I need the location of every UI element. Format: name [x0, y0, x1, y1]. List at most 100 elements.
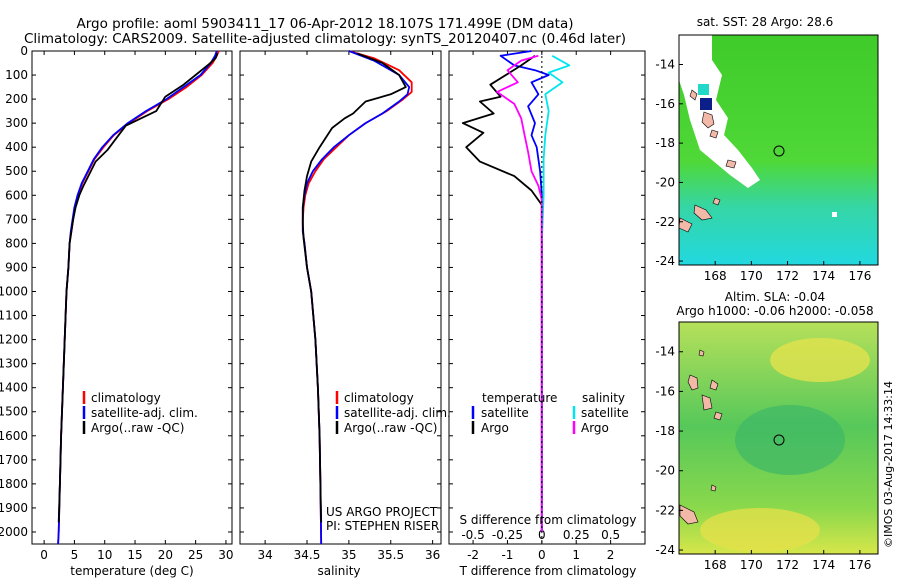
temperature-x-ticks: 0 5 10 15 20 25 30 — [40, 51, 234, 562]
series-line-temperature-satellite — [499, 50, 550, 532]
salinity-profile-lines — [301, 50, 413, 545]
lat-tick-label: -20 — [655, 175, 675, 189]
lon-tick-label: 174 — [812, 558, 835, 572]
depth-tick-label: 200 — [5, 92, 28, 106]
depth-tick-label: 500 — [5, 164, 28, 178]
depth-tick-label: 600 — [5, 188, 28, 202]
lat-tick-label: -14 — [655, 345, 675, 359]
salinity-x-label: salinity — [317, 564, 360, 578]
temperature-profile-lines — [57, 50, 220, 545]
series-line-salinity-satellite — [540, 55, 571, 532]
sla-low-anomaly — [735, 405, 845, 475]
legend-label-argo: Argo(..raw -QC) — [344, 421, 437, 435]
s-tick-label: -0.25 — [492, 528, 523, 542]
depth-tick-label: 1800 — [0, 477, 28, 491]
sla-map-title-2: Argo h1000: -0.06 h2000: -0.058 — [676, 304, 873, 318]
sla-map-frame — [678, 321, 879, 555]
pi-annotation: PI: STEPHEN RISER — [326, 519, 439, 533]
legend-label-climatology: climatology — [344, 391, 414, 405]
sla-island-outlines — [679, 349, 723, 525]
sst-latitude-ticks: -14 -16 -18 -20 -22 -24 — [655, 57, 683, 268]
t-difference-label: T difference from climatology — [459, 564, 637, 578]
sst-no-data-cell — [832, 212, 837, 217]
lon-tick-label: 168 — [704, 269, 727, 283]
header-line-1: Argo profile: aoml 5903411_17 06-Apr-201… — [76, 16, 573, 32]
s-tick-label: 0.25 — [563, 528, 590, 542]
depth-tick-label: 1100 — [0, 309, 28, 323]
legend-label-climatology: climatology — [91, 391, 161, 405]
legend-label-s-argo: Argo — [581, 421, 609, 435]
x-tick-label: -1 — [501, 548, 513, 562]
lat-tick-label: -22 — [655, 503, 675, 517]
depth-tick-label: 1700 — [0, 453, 28, 467]
legend-label-satellite: satellite-adj. clim. — [344, 406, 451, 420]
depth-tick-label: 1300 — [0, 357, 28, 371]
salinity-difference-ticks: -0.5 -0.25 0 0.25 0.5 — [461, 528, 620, 542]
sst-longitude-ticks: 168 170 172 174 176 — [704, 261, 871, 283]
sst-argo-position-marker — [773, 145, 785, 157]
temperature-panel: 0100200300400500600700800900100011001200… — [0, 44, 645, 578]
depth-tick-label: 1200 — [0, 333, 28, 347]
series-line-argo-raw-qc- — [301, 52, 407, 523]
depth-tick-label: 900 — [5, 260, 28, 274]
copyright-note: ©IMOS 03-Aug-2017 14:33:14 — [882, 381, 895, 548]
temperature-legend: climatology satellite-adj. clim. Argo(..… — [82, 391, 198, 435]
lon-tick-label: 176 — [848, 558, 871, 572]
legend-label-s-satellite: satellite — [581, 406, 629, 420]
series-line-satellite-adj-clim- — [301, 50, 411, 545]
lon-tick-label: 168 — [704, 558, 727, 572]
lat-tick-label: -14 — [655, 57, 675, 71]
depth-tick-labels: 0 100 200 300 400 500 600 700 800 900 1000 1100 1200… — [0, 44, 645, 539]
temperature-x-label: temperature (deg C) — [70, 564, 193, 578]
legend-label-t-satellite: satellite — [481, 406, 529, 420]
sst-no-data-mask — [679, 35, 760, 188]
legend-title-salinity: salinity — [582, 391, 625, 405]
s-difference-label: S difference from climatology — [460, 513, 637, 527]
temperature-difference-x-ticks: -2 -1 0 1 2 — [467, 51, 614, 562]
sla-map: Altim. SLA: -0.04 Argo h1000: -0.06 h200… — [655, 290, 879, 572]
lat-tick-label: -16 — [655, 384, 675, 398]
legend-label-argo: Argo(..raw -QC) — [91, 421, 184, 435]
sst-cyan-cell — [698, 84, 709, 95]
lat-tick-label: -22 — [655, 215, 675, 229]
x-tick-label: 1 — [572, 548, 580, 562]
legend-title-temperature: temperature — [482, 391, 557, 405]
difference-legend-salinity: salinity satellite Argo — [572, 391, 629, 435]
s-tick-label: 0.5 — [601, 528, 620, 542]
series-line-argo-raw-qc- — [57, 53, 219, 523]
sla-map-title-1: Altim. SLA: -0.04 — [725, 290, 825, 304]
header-line-2: Climatology: CARS2009. Satellite-adjuste… — [24, 31, 626, 47]
series-line-climatology — [301, 50, 413, 545]
series-line-salinity-argo — [496, 54, 543, 532]
x-tick-label: 34 — [257, 548, 272, 562]
x-tick-label: 5 — [71, 548, 79, 562]
salinity-x-ticks: 34 34.5 35 35.5 36 — [257, 51, 440, 562]
depth-tick-label: 300 — [5, 116, 28, 130]
difference-lines — [461, 50, 571, 544]
x-tick-label: 0 — [40, 548, 48, 562]
sla-high-anomaly-bottom — [700, 508, 820, 552]
x-tick-label: 35 — [341, 548, 356, 562]
x-tick-label: 30 — [218, 548, 233, 562]
x-tick-label: 34.5 — [294, 548, 321, 562]
legend-label-t-argo: Argo — [481, 421, 509, 435]
s-tick-label: -0.5 — [461, 528, 484, 542]
depth-tick-label: 800 — [5, 236, 28, 250]
depth-tick-label: 1600 — [0, 429, 28, 443]
difference-plot-frame — [448, 50, 646, 545]
lon-tick-label: 172 — [776, 558, 799, 572]
depth-tick-label: 1500 — [0, 405, 28, 419]
sla-high-anomaly-top — [770, 338, 870, 382]
difference-panel: -2 -1 0 1 2 -0.5 -0.25 0 0.25 0.5 S difference f… — [448, 50, 646, 578]
lat-tick-label: -16 — [655, 97, 675, 111]
lat-tick-label: -18 — [655, 136, 675, 150]
lat-tick-label: -24 — [655, 543, 675, 557]
x-tick-label: -2 — [467, 548, 479, 562]
depth-tick-label: 100 — [5, 68, 28, 82]
salinity-legend: climatology satellite-adj. clim. Argo(..… — [335, 391, 451, 435]
sla-latitude-ticks: -14 -16 -18 -20 -22 -24 — [655, 345, 683, 557]
sst-map-title: sat. SST: 28 Argo: 28.6 — [697, 15, 834, 29]
sla-longitude-ticks: 168 170 172 174 176 — [704, 550, 871, 572]
x-tick-label: 36 — [425, 548, 440, 562]
